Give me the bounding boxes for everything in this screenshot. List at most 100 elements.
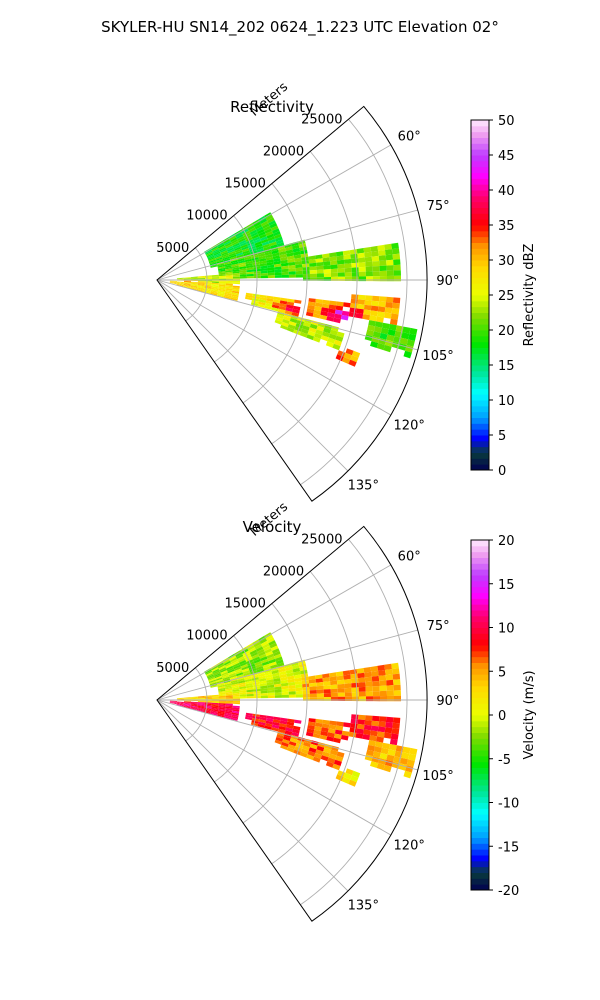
colorbar-band — [471, 790, 489, 798]
echo-cell — [169, 701, 177, 703]
echo-cell — [225, 268, 233, 271]
echo-cell — [219, 667, 227, 672]
echo-cell — [198, 278, 205, 280]
echo-cell — [307, 330, 316, 337]
echo-cell — [225, 271, 233, 275]
echo-cell — [232, 290, 240, 294]
echo-cell — [261, 658, 269, 664]
echo-cell — [224, 681, 232, 685]
echo-cell — [245, 657, 253, 662]
echo-cell — [241, 648, 249, 654]
echo-cell — [287, 678, 295, 683]
range-tick-label: 10000 — [186, 209, 227, 224]
echo-cell — [265, 231, 274, 237]
echo-cell — [370, 665, 379, 672]
echo-cell — [250, 651, 259, 657]
echo-cell — [197, 706, 205, 709]
echo-cell — [262, 223, 270, 229]
echo-cell — [225, 281, 233, 284]
echo-cell — [239, 694, 247, 697]
colorbar-band — [471, 347, 489, 354]
echo-cell — [259, 717, 267, 721]
echo-cell — [266, 653, 275, 659]
echo-cell — [264, 648, 272, 654]
colorbar-band — [471, 131, 489, 138]
echo-cell — [262, 663, 271, 669]
echo-cell — [225, 695, 233, 698]
echo-cell — [286, 724, 294, 729]
echo-cell — [278, 668, 286, 673]
echo-cell — [377, 726, 386, 733]
echo-cell — [328, 753, 337, 760]
echo-cell — [228, 670, 236, 675]
echo-cell — [224, 683, 232, 687]
echo-cell — [245, 260, 253, 265]
colorbar-band — [471, 540, 489, 547]
echo-cell — [225, 664, 233, 669]
colorbar-band — [471, 808, 489, 815]
echo-cell — [409, 747, 418, 756]
colorbar-band — [471, 820, 489, 827]
echo-cell — [225, 288, 233, 291]
azimuth-gridline — [156, 564, 392, 701]
echo-cell — [336, 331, 345, 338]
echo-cell — [392, 722, 400, 729]
echo-cell — [211, 705, 219, 708]
echo-field — [169, 212, 418, 367]
echo-cell — [225, 703, 233, 706]
echo-cell — [208, 678, 216, 682]
echo-cell — [281, 694, 289, 698]
echo-cell — [225, 691, 233, 695]
colorbar-band — [471, 207, 489, 214]
echo-cell — [394, 695, 401, 702]
echo-cell — [365, 715, 373, 721]
echo-cell — [208, 677, 216, 681]
echo-cell — [231, 263, 239, 267]
echo-field — [169, 632, 418, 787]
echo-cell — [183, 285, 191, 288]
echo-cell — [169, 701, 177, 704]
colorbar-tick-label: -20 — [498, 884, 519, 899]
echo-cell — [308, 718, 316, 723]
echo-cell — [323, 693, 331, 698]
echo-cell — [293, 674, 302, 679]
echo-cell — [281, 321, 289, 328]
echo-cell — [294, 257, 302, 262]
echo-cell — [355, 313, 364, 319]
echo-cell — [302, 690, 310, 695]
echo-cell — [379, 260, 387, 266]
colorbar-band — [471, 738, 489, 745]
range-tick-label: 20000 — [263, 144, 304, 159]
echo-cell — [223, 715, 231, 720]
echo-cell — [198, 700, 205, 702]
echo-cell — [223, 295, 231, 300]
echo-cell — [225, 276, 233, 279]
echo-cell — [334, 313, 342, 320]
echo-cell — [219, 247, 227, 252]
echo-cell — [232, 692, 240, 696]
echo-cell — [218, 284, 226, 287]
echo-cell — [351, 691, 359, 697]
echo-cell — [253, 688, 261, 692]
echo-cell — [335, 354, 344, 362]
echo-cell — [243, 252, 251, 257]
echo-cell — [183, 282, 191, 284]
echo-cell — [301, 748, 309, 755]
echo-cell — [235, 250, 243, 255]
echo-cell — [197, 703, 205, 706]
echo-cell — [196, 288, 204, 291]
colorbar-band — [471, 796, 489, 803]
echo-cell — [264, 671, 273, 676]
echo-cell — [323, 269, 331, 274]
echo-cell — [218, 272, 226, 275]
echo-cell — [357, 303, 365, 310]
echo-cell — [358, 294, 366, 300]
echo-cell — [366, 749, 374, 757]
echo-cell — [390, 733, 399, 740]
echo-cell — [343, 254, 351, 260]
echo-cell — [329, 329, 338, 336]
echo-cell — [246, 689, 254, 693]
echo-cell — [292, 308, 300, 314]
echo-cell — [190, 285, 198, 288]
echo-cell — [176, 697, 184, 699]
